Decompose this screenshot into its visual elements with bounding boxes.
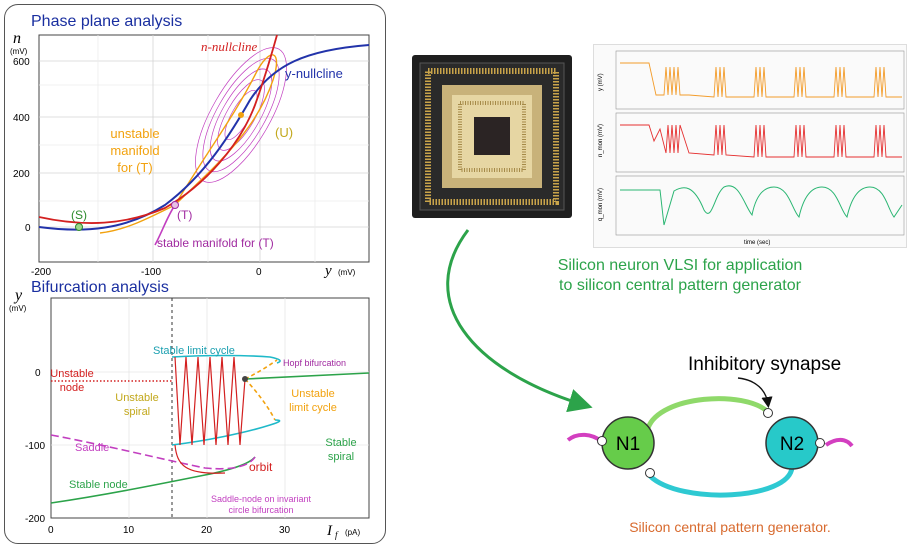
stable-limit-cycle-line [171,354,281,446]
unstable-manifold-label-3: for (T) [117,160,152,175]
stable-spiral-line [244,372,370,380]
bif-ytick-m100: -100 [25,441,45,452]
phase-ytick-600: 600 [13,57,30,68]
point-t-label: (T) [177,208,192,222]
hopf-label: Hopf bifurcation [283,358,346,368]
n1-input-synapse [566,432,603,443]
bif-xtick-10: 10 [123,525,135,536]
y-nullcline-label: y-nullcline [285,66,343,81]
cpg-caption: Silicon central pattern generator. [629,519,831,535]
neuron-n1 [601,416,655,470]
phase-x-var: y [323,263,332,279]
n2-top-terminal [763,408,773,418]
point-s-label: (S) [71,208,87,222]
scope-xlabel: time (sec) [744,240,770,246]
n2-input-synapse [824,437,854,448]
saddle-label: Saddle [75,442,109,454]
neuron-n2 [765,416,819,470]
phase-grid [39,35,369,262]
unstable-manifold-label-2: manifold [110,143,159,158]
phase-plane-title: Phase plane analysis [31,13,182,30]
scope-trace-q [620,185,903,226]
bif-frame [50,297,370,519]
bif-y-var: y [13,287,23,304]
analysis-panel: Phase plane analysis n (mV) 600 400 200 … [4,4,386,544]
bifurcation-title: Bifurcation analysis [31,279,169,296]
phase-xtick-m100: -100 [141,267,161,278]
phase-xtick-0: 0 [256,267,262,278]
neuron-n2-label: N2 [780,434,804,455]
cpg-lower-connection [648,466,795,498]
phase-ytick-200: 200 [13,169,30,180]
point-u-label: (U) [275,125,293,140]
orbit-label: orbit [249,460,273,474]
bif-x-unit: (pA) [345,528,360,537]
bif-xtick-20: 20 [201,525,213,536]
n2-right-terminal [815,438,825,448]
bif-ytick-m200: -200 [25,514,45,525]
unstable-limit-cycle-label-1: Unstable [291,388,334,400]
n-nullcline-curve [38,34,278,224]
stable-manifold-label: stable manifold for (T) [157,236,274,250]
phase-ytick-0: 0 [25,223,31,234]
scope-traces-panel: y (mV) n_mon (mV) q_mon (mV) time (sec) [593,44,907,248]
bif-xtick-0: 0 [48,525,54,536]
phase-y-unit: (mV) [10,47,28,56]
scope-trace-n [620,124,902,158]
vlsi-caption: Silicon neuron VLSI for application to s… [520,256,840,296]
stable-node-line [50,456,256,504]
bif-ytick-0: 0 [35,368,41,379]
point-u-marker [238,112,244,118]
inhibitory-pointer [737,377,773,409]
phase-y-var: n [13,30,21,47]
unstable-node-label-2: node [60,382,84,394]
bif-x-sub: f [335,530,339,540]
inhibitory-synapse-label: Inhibitory synapse [688,354,842,375]
stable-limit-cycle-label: Stable limit cycle [153,345,235,357]
n-nullcline-label: n-nullcline [201,39,258,54]
scope-ylabel-n: n_mon (mV) [598,124,604,157]
point-s-marker [75,223,83,231]
vlsi-chip-photo [412,55,572,218]
scope-drawing: y (mV) n_mon (mV) q_mon (mV) time (sec) [598,50,905,246]
vlsi-caption-line1: Silicon neuron VLSI for application [557,257,803,274]
hopf-point [242,376,248,382]
phase-frame [38,34,370,263]
snic-label-2: circle bifurcation [228,505,293,515]
unstable-limit-cycle-line [244,359,278,421]
analysis-plots: Phase plane analysis n (mV) 600 400 200 … [9,13,370,540]
chip-drawing [419,62,565,211]
unstable-limit-cycle-label-2: limit cycle [289,402,337,414]
unstable-manifold-label-1: unstable [110,126,159,141]
cpg-upper-connection [645,396,770,430]
y-nullcline-curve [38,44,370,231]
bif-x-var: I [326,523,333,539]
stable-node-label: Stable node [69,479,128,491]
n1-bottom-terminal [645,468,655,478]
phase-ytick-400: 400 [13,113,30,124]
scope-ylabel-y: y (mV) [598,73,604,91]
unstable-manifold-curve [99,54,278,234]
scope-trace-y [620,62,902,98]
orbit-line [174,356,246,474]
point-t-marker [171,201,179,209]
unstable-spiral-label-1: Unstable [115,392,158,404]
n1-left-terminal [597,436,607,446]
neuron-n1-label: N1 [616,434,640,455]
vlsi-caption-line2: to silicon central pattern generator [559,277,801,294]
saddle-line [50,434,256,470]
stable-spiral-label-2: spiral [328,451,354,463]
scope-ylabel-q: q_mon (mV) [598,188,604,221]
unstable-node-label-1: Unstable [50,368,93,380]
phase-xtick-m200: -200 [31,267,51,278]
stable-spiral-label-1: Stable [325,437,356,449]
snic-label-1: Saddle-node on invariant [211,494,312,504]
bif-xtick-30: 30 [279,525,291,536]
phase-x-unit: (mV) [338,268,356,277]
unstable-spiral-label-2: spiral [124,406,150,418]
bif-y-unit: (mV) [9,304,27,313]
